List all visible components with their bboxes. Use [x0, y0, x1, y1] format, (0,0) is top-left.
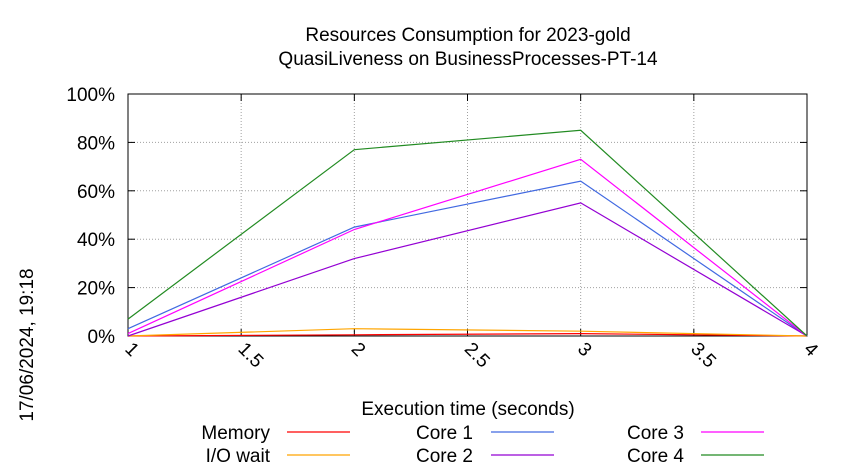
- x-tick-label: 1.5: [234, 339, 268, 373]
- legend-label-core-1: Core 1: [416, 423, 473, 444]
- x-tick-label: 1: [120, 339, 142, 361]
- series-line-core-4: [127, 129, 808, 337]
- y-tick-label: 100%: [66, 85, 115, 106]
- y-tick-label: 0%: [88, 327, 116, 348]
- x-tick-label: 2: [347, 339, 369, 361]
- x-axis-label: Execution time (seconds): [361, 399, 575, 420]
- series-line-i-o-wait: [127, 328, 808, 337]
- legend-label-memory: Memory: [201, 423, 270, 444]
- legend-label-core-3: Core 3: [627, 423, 684, 444]
- y-tick-label: 20%: [77, 279, 115, 300]
- x-tick-label: 3: [573, 339, 595, 361]
- y-tick-label: 40%: [77, 230, 115, 251]
- chart-subtitle: QuasiLiveness on BusinessProcesses-PT-14: [278, 49, 658, 70]
- plot-border: [127, 93, 808, 337]
- chart-title: Resources Consumption for 2023-gold: [305, 25, 631, 46]
- y-tick-label: 60%: [77, 182, 115, 203]
- x-tick-label: 2.5: [460, 339, 494, 373]
- series-line-core-2: [127, 202, 808, 337]
- series-line-memory: [127, 332, 808, 337]
- legend-label-core-4: Core 4: [627, 446, 684, 467]
- legend-label-core-2: Core 2: [416, 446, 473, 467]
- series-line-core-1: [127, 180, 808, 337]
- y-tick-label: 80%: [77, 133, 115, 154]
- x-tick-label: 3.5: [686, 339, 720, 373]
- series-line-core-3: [127, 158, 808, 337]
- x-tick-label: 4: [799, 339, 822, 362]
- legend-label-i-o-wait: I/O wait: [206, 446, 271, 467]
